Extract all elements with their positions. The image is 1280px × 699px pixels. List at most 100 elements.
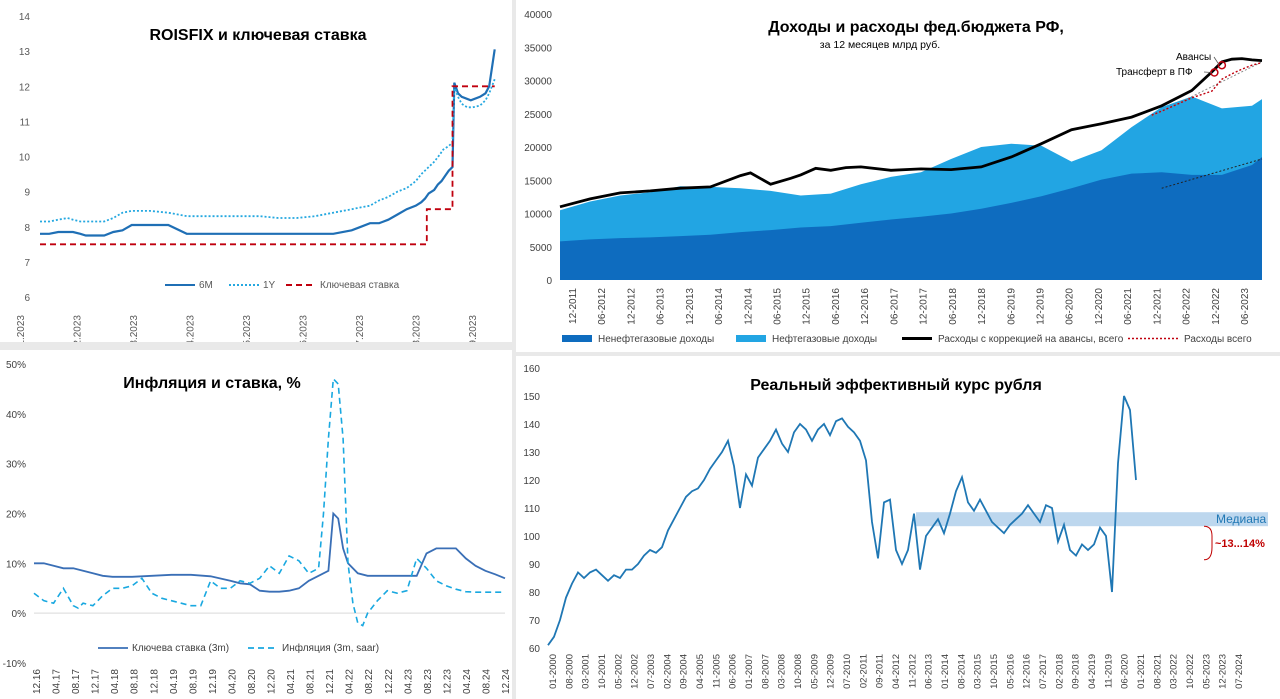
x-tick-label: 12.24	[501, 669, 512, 694]
budget-chart-panel: 0 5000 10000 15000 20000 25000 30000 35000 40000…	[516, 0, 1280, 352]
x-tick-label: 05-2016	[1005, 654, 1016, 689]
x-tick-label: 12-2023	[1218, 654, 1229, 689]
x-tick-label: 09-2018	[1071, 654, 1082, 689]
budget-chart: 0 5000 10000 15000 20000 25000 30000 35000 40000…	[524, 10, 1263, 345]
non-oil-revenue-area	[560, 157, 1262, 280]
y-tick-label: 70	[529, 616, 541, 627]
y-tick-label: 150	[523, 392, 540, 403]
gap-bracket	[1203, 525, 1213, 561]
y-tick-label: 30000	[524, 77, 552, 88]
x-tick-label: 03-2001	[581, 654, 592, 689]
x-tick-label: 02-2018	[1054, 654, 1065, 689]
x-tick-label: 01.07.2023	[355, 315, 366, 342]
legend-label: Ключевая ставка	[320, 280, 400, 291]
legend-label: Инфляция (3m, saar)	[282, 642, 379, 654]
x-tick-label: 05-2009	[809, 654, 820, 689]
x-tick-label: 04.24	[462, 669, 473, 694]
x-tick-label: 10-2001	[597, 654, 608, 689]
x-tick-label: 12-2019	[1035, 288, 1046, 325]
x-tick-label: 09-2004	[679, 654, 690, 689]
x-tick-label: 11-2019	[1103, 654, 1114, 688]
chart-title: ROISFIX и ключевая ставка	[149, 27, 366, 44]
y-tick-label: 40%	[6, 410, 26, 421]
x-tick-label: 12.16	[32, 669, 43, 694]
y-tick-label: 25000	[524, 110, 552, 121]
legend-label: Расходы с коррекцией на авансы, всего	[938, 334, 1124, 345]
series-line-1	[40, 49, 496, 237]
annotation-label: Трансферт в ПФ	[1116, 66, 1193, 78]
x-tick-label: 08-2007	[760, 654, 771, 689]
x-tick-label: 03-2022	[1169, 654, 1180, 689]
y-tick-label: 160	[523, 364, 540, 375]
x-tick-label: 01-2000	[548, 654, 559, 689]
x-tick-label: 12-2020	[1094, 288, 1105, 325]
series-line-1	[34, 511, 506, 593]
y-tick-label: 140	[523, 420, 540, 431]
x-tick-label: 04.18	[110, 669, 121, 694]
x-tick-label: 05-2002	[613, 654, 624, 689]
median-label: Медиана	[1216, 512, 1267, 526]
x-tick-label: 06-2006	[728, 654, 739, 689]
spending-total-line	[1151, 61, 1263, 116]
x-tick-label: 06-2017	[889, 288, 900, 325]
x-tick-label: 12-2009	[826, 654, 837, 689]
reer-chart: 60 70 80 90 100 110 120 130 140 150 160 Медиана ~13.…	[523, 364, 1268, 689]
y-tick-label: 20%	[6, 510, 26, 521]
x-tick-label: 08-2021	[1152, 654, 1163, 689]
x-tick-label: 12.22	[384, 669, 395, 694]
x-tick-label: 03-2015	[973, 654, 984, 689]
x-tick-label: 01-2021	[1136, 654, 1147, 689]
x-tick-label: 12-2016	[1022, 654, 1033, 689]
y-tick-label: 120	[523, 476, 540, 487]
x-tick-label: 12.21	[325, 669, 336, 694]
x-tick-label: 06-2023	[1240, 288, 1251, 325]
y-tick-label: 110	[524, 504, 540, 515]
x-tick-label: 10-2008	[793, 654, 804, 689]
x-tick-label: 12-2016	[860, 288, 871, 325]
x-tick-label: 01.03.2023	[129, 315, 140, 342]
x-tick-label: 07-2024	[1234, 654, 1245, 689]
y-tick-label: 130	[523, 448, 540, 459]
x-tick-label: 02-2011	[858, 654, 869, 688]
x-tick-label: 01.01.2023	[16, 315, 27, 342]
x-tick-label: 01.08.2023	[412, 315, 423, 342]
x-tick-label: 12-2014	[743, 288, 754, 325]
x-tick-label: 12-2012	[626, 288, 637, 325]
legend-label: Ненефтегазовые доходы	[598, 333, 714, 345]
x-tick-label: 06-2012	[597, 288, 608, 325]
x-tick-label: 12-2002	[630, 654, 641, 689]
y-tick-label: 60	[529, 644, 541, 655]
x-tick-label: 07-2003	[646, 654, 657, 689]
x-tick-label: 02-2004	[662, 654, 673, 689]
y-tick-label: 15000	[524, 176, 552, 187]
legend-swatch	[562, 335, 592, 342]
y-tick-label: 50%	[6, 360, 26, 371]
x-tick-label: 12.18	[149, 669, 160, 694]
x-tick-label: 06-2020	[1065, 288, 1076, 325]
x-tick-label: 06-2022	[1182, 288, 1193, 325]
chart-title: Реальный эффективный курс рубля	[750, 377, 1042, 394]
roisfix-chart-panel: 6 7 8 9 10 11 12 13 14 01.01.2023 01.02.2023 01.03.…	[0, 0, 512, 342]
x-tick-label: 06-2014	[714, 288, 725, 325]
x-tick-label: 08.19	[188, 669, 199, 694]
x-tick-label: 04-2012	[891, 654, 902, 689]
chart-title: Доходы и расходы фед.бюджета РФ,	[768, 19, 1064, 36]
x-tick-label: 07-2017	[1038, 654, 1049, 689]
x-tick-label: 01.02.2023	[73, 315, 84, 342]
x-tick-label: 08.17	[71, 669, 82, 694]
x-tick-label: 05-2023	[1201, 654, 1212, 689]
x-tick-label: 04-2005	[695, 654, 706, 689]
legend-label: 6M	[199, 280, 213, 291]
spending-adjusted-line	[559, 57, 1263, 209]
y-tick-label: 10	[19, 153, 31, 164]
y-tick-label: 30%	[6, 460, 26, 471]
x-tick-label: 12.17	[91, 669, 102, 694]
y-tick-label: 12	[19, 82, 31, 93]
y-tick-label: 40000	[524, 10, 552, 21]
y-tick-label: 8	[24, 223, 30, 234]
y-tick-label: 13	[19, 47, 31, 58]
y-tick-label: 5000	[530, 243, 553, 254]
x-tick-label: 04.22	[345, 669, 356, 694]
x-tick-label: 12.20	[267, 669, 278, 694]
y-tick-label: 9	[24, 188, 30, 199]
